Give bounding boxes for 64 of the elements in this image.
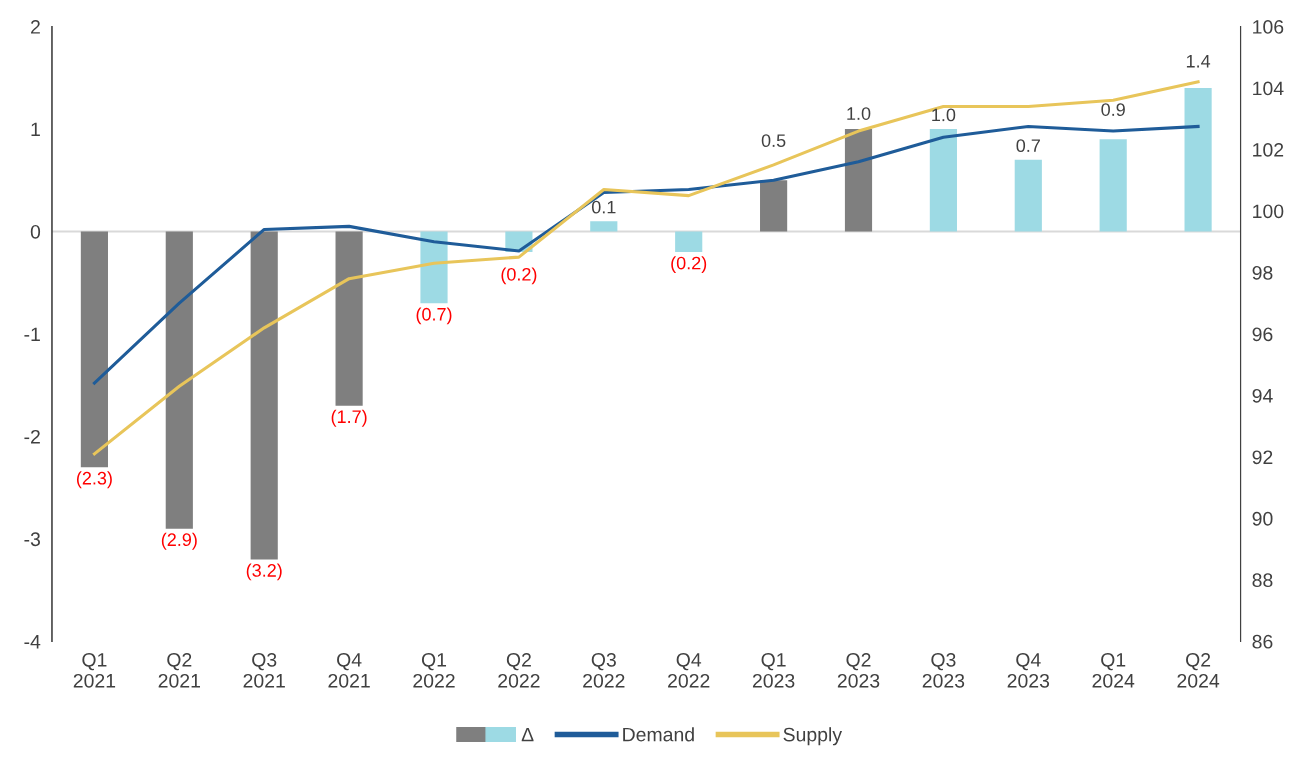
data-label: (0.2) bbox=[671, 256, 707, 273]
y2-tick-label: 96 bbox=[1252, 327, 1273, 342]
data-label: (3.2) bbox=[246, 563, 282, 581]
bar bbox=[250, 231, 278, 560]
y2-tick-label: 92 bbox=[1252, 450, 1273, 465]
y-tick-label: -1 bbox=[24, 327, 40, 342]
bar bbox=[420, 231, 448, 304]
data-label: (2.3) bbox=[76, 471, 112, 489]
x-tick-label: Q4 2023 bbox=[1007, 652, 1050, 688]
data-label: (1.7) bbox=[331, 409, 367, 427]
legend-label: Demand bbox=[623, 727, 694, 742]
x-tick-label: Q1 2021 bbox=[73, 652, 116, 688]
x-tick-label: Q1 2022 bbox=[413, 652, 455, 688]
line-series bbox=[92, 80, 1200, 456]
data-label: (2.9) bbox=[161, 532, 197, 550]
data-label: 0.7 bbox=[1016, 139, 1040, 153]
bar bbox=[80, 231, 108, 468]
y2-tick-label: 106 bbox=[1253, 20, 1284, 34]
data-label: (0.2) bbox=[501, 267, 537, 285]
y-tick-label: 0 bbox=[30, 224, 41, 239]
bar bbox=[1099, 139, 1127, 232]
data-label: 0.9 bbox=[1101, 103, 1125, 116]
x-tick-label: Q3 2023 bbox=[922, 652, 965, 688]
line-series bbox=[92, 124, 1200, 385]
y-tick-label: 1 bbox=[31, 122, 40, 137]
y-tick-label: -4 bbox=[24, 635, 41, 649]
y2-tick-label: 100 bbox=[1253, 204, 1284, 219]
y2-tick-label: 104 bbox=[1253, 81, 1284, 96]
x-tick-label: Q2 2021 bbox=[158, 652, 200, 688]
x-tick-label: Q4 2021 bbox=[328, 652, 370, 688]
bar bbox=[929, 129, 957, 232]
y2-tick-label: 88 bbox=[1252, 573, 1273, 588]
x-tick-label: Q1 2023 bbox=[752, 652, 795, 688]
x-tick-label: Q2 2022 bbox=[498, 652, 540, 688]
data-label: 1.4 bbox=[1186, 55, 1211, 68]
x-tick-label: Q3 2021 bbox=[243, 652, 285, 688]
y2-tick-label: 90 bbox=[1252, 511, 1273, 526]
legend-label: Supply bbox=[783, 727, 843, 746]
y2-tick-label: 94 bbox=[1252, 388, 1273, 403]
y-tick-label: -3 bbox=[24, 532, 40, 547]
bar bbox=[760, 180, 788, 232]
x-tick-label: Q2 2024 bbox=[1177, 652, 1220, 688]
bar bbox=[335, 231, 363, 406]
bar bbox=[1184, 88, 1212, 232]
bar bbox=[675, 231, 703, 252]
x-tick-label: Q2 2023 bbox=[837, 652, 880, 688]
data-label: 0.5 bbox=[761, 134, 786, 148]
y2-tick-label: 98 bbox=[1252, 265, 1273, 280]
data-label: (0.7) bbox=[416, 307, 452, 325]
bar bbox=[165, 231, 193, 529]
legend-label: Δ bbox=[521, 727, 534, 742]
bar bbox=[1014, 159, 1042, 232]
y2-tick-label: 86 bbox=[1252, 634, 1273, 649]
x-tick-label: Q1 2024 bbox=[1092, 652, 1135, 688]
data-label: 1.0 bbox=[932, 108, 956, 122]
bar bbox=[590, 221, 618, 232]
y-tick-label: 2 bbox=[31, 20, 40, 34]
bar bbox=[844, 129, 873, 232]
data-label: 0.1 bbox=[591, 200, 616, 214]
x-tick-label: Q4 2022 bbox=[668, 652, 710, 688]
y2-tick-label: 102 bbox=[1253, 142, 1284, 157]
y-tick-label: -2 bbox=[24, 429, 40, 444]
x-tick-label: Q3 2022 bbox=[583, 652, 625, 688]
data-label: 1.0 bbox=[847, 107, 871, 120]
